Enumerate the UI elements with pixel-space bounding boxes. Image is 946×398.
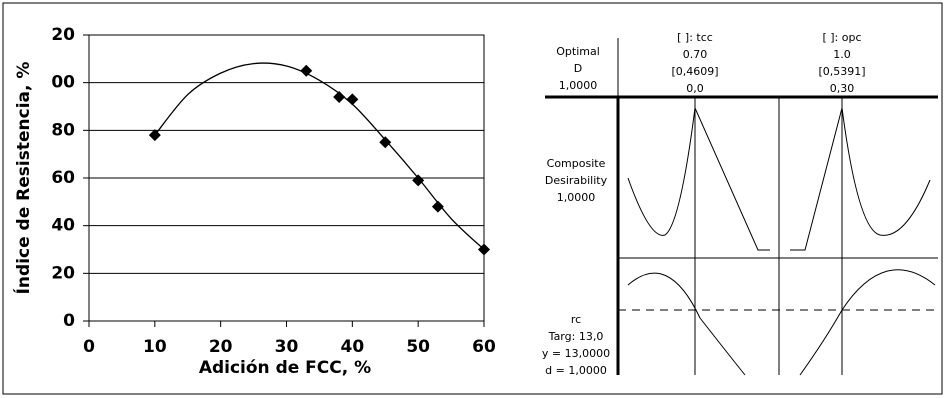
- label: 0.70: [683, 48, 708, 61]
- x-tick-label: 10: [143, 337, 167, 357]
- point: [379, 136, 392, 149]
- optimizer-panel: [545, 38, 938, 376]
- point: [333, 90, 346, 103]
- fit-curve: [154, 62, 485, 250]
- x-tick-label: 30: [275, 337, 299, 357]
- desirability-curve: [790, 107, 931, 251]
- x-tick-label: 50: [406, 337, 430, 357]
- response-curve: [627, 272, 746, 376]
- label: 1.0: [833, 48, 851, 61]
- response-curve: [799, 269, 936, 376]
- label: 1,0000: [559, 79, 598, 92]
- label: [ ]: tcc: [677, 31, 713, 44]
- y-tick-label: 20: [51, 263, 75, 283]
- y-axis-title: Índice de Resistencia, %: [12, 62, 34, 295]
- label: [ ]: opc: [822, 31, 861, 44]
- label: rc: [571, 313, 581, 326]
- label: 1,0000: [557, 191, 596, 204]
- y-tick-label: 0: [63, 311, 75, 331]
- y-tick-label: 00: [51, 73, 75, 93]
- label: Desirability: [545, 174, 608, 187]
- point: [346, 93, 359, 106]
- x-tick-label: 0: [83, 337, 95, 357]
- y-tick-label: 20: [51, 25, 75, 45]
- y-tick-label: 60: [51, 168, 75, 188]
- point: [300, 64, 313, 77]
- label: y = 13,0000: [542, 347, 610, 360]
- optimizer-labels: Optimal D 1,0000 [ ]: tcc 0.70 [0,4609] …: [542, 31, 866, 377]
- label: [0,5391]: [818, 65, 865, 78]
- point: [412, 174, 425, 187]
- x-tick-label: 60: [472, 337, 496, 357]
- x-tick-label: 40: [340, 337, 364, 357]
- label: d = 1,0000: [545, 364, 607, 377]
- x-axis-title: Adición de FCC, %: [199, 358, 371, 378]
- y-tick-label: 40: [51, 216, 75, 236]
- label: Composite: [547, 157, 606, 170]
- point: [431, 200, 444, 213]
- label: 0,0: [686, 82, 704, 95]
- plot-frame: [88, 34, 485, 322]
- label: Optimal: [556, 45, 600, 58]
- desirability-curve: [627, 106, 770, 251]
- label: Targ: 13,0: [548, 330, 604, 343]
- label: D: [574, 62, 582, 75]
- y-tick-label: 80: [51, 120, 75, 140]
- label: [0,4609]: [671, 65, 718, 78]
- x-tick-label: 20: [209, 337, 233, 357]
- label: 0,30: [830, 82, 855, 95]
